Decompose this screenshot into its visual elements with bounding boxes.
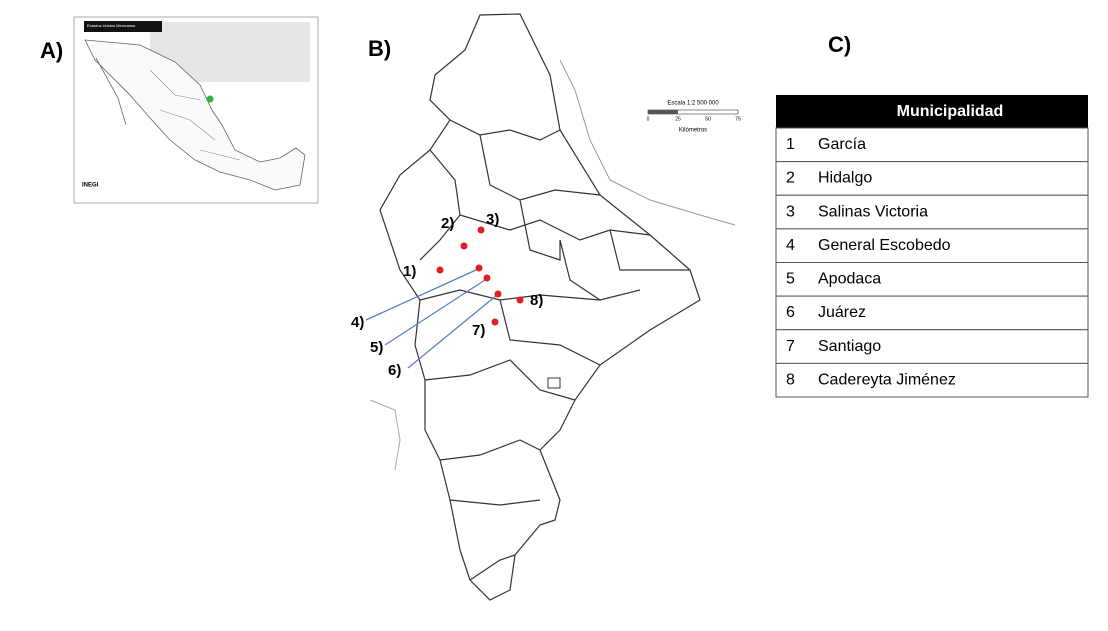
- scale-tick: 50: [705, 116, 711, 122]
- marker-label: 1): [403, 263, 416, 280]
- row-name: Apodaca: [818, 271, 881, 288]
- municipality-dots: [436, 226, 524, 326]
- table-row: [775, 262, 1089, 297]
- row-number: 7: [786, 338, 795, 355]
- row-name: Juárez: [818, 304, 866, 321]
- scale-tick: 75: [735, 116, 741, 122]
- table-row: [775, 295, 1089, 331]
- row-number: 1: [786, 136, 795, 153]
- marker-label: 5): [370, 339, 383, 356]
- scale-unit: Kilómetros: [679, 128, 707, 134]
- map-title: Estados Unidos Mexicanos: [87, 23, 135, 28]
- row-number: 4: [786, 237, 795, 254]
- table-header: Municipalidad: [897, 103, 1004, 120]
- row-number: 6: [786, 304, 795, 321]
- scale-tick: 25: [675, 116, 681, 122]
- row-name: Cadereyta Jiménez: [818, 371, 956, 388]
- row-name: Hidalgo: [818, 170, 872, 187]
- nuevo-leon-map: 1) 2) 3) 4) 5) 6) 7) 8) Escala 1:2 500 000 0 25 5…: [351, 13, 741, 601]
- row-name: Santiago: [818, 338, 881, 355]
- row-number: 5: [786, 271, 795, 288]
- marker-label: 3): [486, 211, 499, 228]
- pointer-lines: [365, 269, 498, 369]
- marker-label: 8): [530, 292, 543, 309]
- marker-label: 2): [441, 215, 454, 232]
- table-row: [775, 329, 1089, 364]
- panel-label: A): [40, 38, 63, 63]
- row-number: 3: [786, 203, 795, 220]
- marker-label: 7): [472, 322, 485, 339]
- table-row: [775, 362, 1089, 398]
- logo: INEGI: [82, 183, 99, 189]
- marker-label: 6): [388, 362, 401, 379]
- scale-title: Escala 1:2 500 000: [667, 101, 719, 107]
- row-name: General Escobedo: [818, 237, 951, 254]
- row-number: 2: [786, 170, 795, 187]
- row-number: 8: [786, 371, 795, 388]
- row-name: García: [818, 136, 866, 153]
- panel-label: B): [368, 36, 391, 61]
- scale-tick: 0: [647, 116, 650, 122]
- mexico-map: Estados Unidos Mexicanos INEGI: [73, 16, 319, 204]
- marker-label: 4): [351, 314, 364, 331]
- panel-label: C): [828, 32, 851, 57]
- row-name: Salinas Victoria: [818, 203, 928, 220]
- scale-bar: Escala 1:2 500 000 0 25 50 75 Kilómetros: [647, 101, 741, 134]
- municipality-table: Municipalidad 1 García 2 Hidalgo 3 Salinas Vi…: [775, 95, 1089, 398]
